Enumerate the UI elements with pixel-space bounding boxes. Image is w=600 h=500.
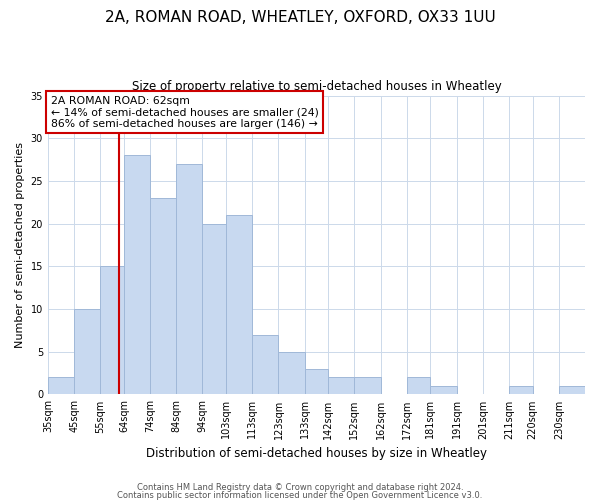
- Bar: [226, 215, 252, 394]
- Bar: [278, 352, 305, 395]
- Bar: [74, 309, 100, 394]
- Bar: [430, 386, 457, 394]
- Text: Contains HM Land Registry data © Crown copyright and database right 2024.: Contains HM Land Registry data © Crown c…: [137, 484, 463, 492]
- Bar: [509, 386, 533, 394]
- Bar: [355, 378, 380, 394]
- Bar: [252, 334, 278, 394]
- Bar: [202, 224, 226, 394]
- Bar: [176, 164, 202, 394]
- Bar: [407, 378, 430, 394]
- Text: 2A, ROMAN ROAD, WHEATLEY, OXFORD, OX33 1UU: 2A, ROMAN ROAD, WHEATLEY, OXFORD, OX33 1…: [104, 10, 496, 25]
- Y-axis label: Number of semi-detached properties: Number of semi-detached properties: [15, 142, 25, 348]
- Text: 2A ROMAN ROAD: 62sqm
← 14% of semi-detached houses are smaller (24)
86% of semi-: 2A ROMAN ROAD: 62sqm ← 14% of semi-detac…: [50, 96, 319, 129]
- Text: Contains public sector information licensed under the Open Government Licence v3: Contains public sector information licen…: [118, 490, 482, 500]
- Bar: [124, 156, 150, 394]
- Bar: [150, 198, 176, 394]
- Bar: [559, 386, 585, 394]
- Bar: [48, 378, 74, 394]
- Title: Size of property relative to semi-detached houses in Wheatley: Size of property relative to semi-detach…: [131, 80, 502, 93]
- Bar: [100, 266, 124, 394]
- Bar: [305, 369, 328, 394]
- Bar: [328, 378, 355, 394]
- X-axis label: Distribution of semi-detached houses by size in Wheatley: Distribution of semi-detached houses by …: [146, 447, 487, 460]
